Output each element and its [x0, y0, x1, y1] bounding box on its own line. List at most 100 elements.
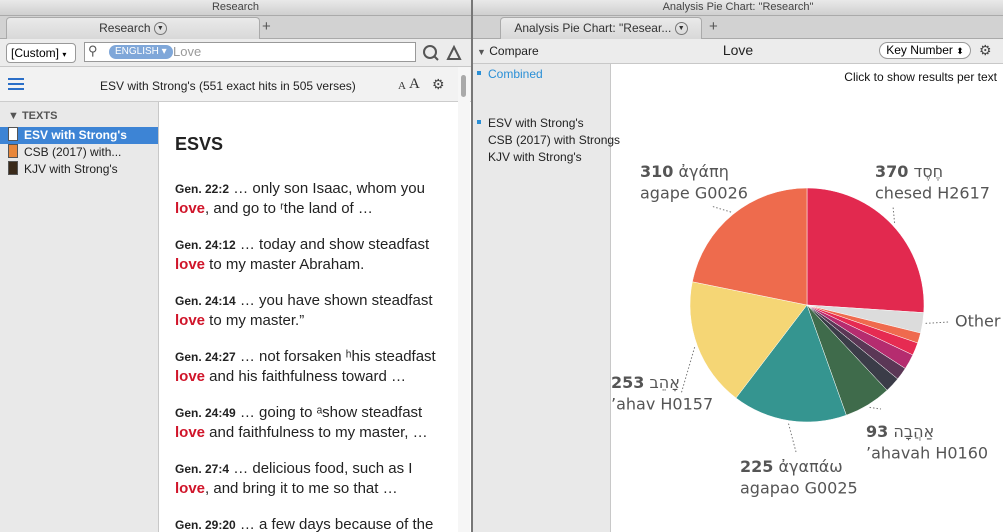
list-icon[interactable] — [8, 78, 24, 90]
verse-line: Gen. 27:4 … delicious food, such as I — [175, 459, 412, 479]
search-mode-label: [Custom] — [11, 46, 60, 60]
slice-count: 225 — [740, 457, 773, 476]
font-larger[interactable]: A — [409, 76, 420, 92]
word: Love — [722, 42, 754, 58]
verse-text: , and bring it to me so that … — [205, 480, 398, 497]
title-bar: Analysis Pie Chart: "Research" — [473, 0, 1003, 16]
text-item[interactable]: ESV with Strong's — [0, 127, 158, 144]
leader-line — [892, 205, 896, 224]
gear[interactable]: ⚙ — [432, 76, 445, 92]
pie-slice[interactable] — [806, 187, 925, 313]
compare-list: Combined ESV with Strong's CSB (2017) with… — [473, 64, 620, 532]
tab[interactable]: Research ▼ — [6, 17, 260, 39]
new-tab[interactable]: + — [262, 18, 271, 35]
pie-slice[interactable] — [689, 281, 808, 399]
pie-chart: Click to show results per text 370 חֶסֶד… — [611, 70, 1001, 498]
hit-word: love — [175, 256, 206, 273]
language-pill[interactable]: ENGLISH ▾ — [109, 45, 173, 59]
verse-text: … today and show steadfast — [239, 236, 430, 253]
text-item[interactable]: KJV with Strong's — [0, 161, 158, 178]
verse: Gen. 24:27 … not forsaken ʰhis steadfast… — [175, 347, 436, 386]
hit-word: love — [175, 480, 206, 497]
title-bar: Research — [0, 0, 471, 16]
texts-sidebar: ▼ TEXTS ESV with Strong's CSB (2017) with… — [0, 102, 159, 532]
compare-item[interactable]: ESV with Strong's — [477, 115, 584, 132]
verse-line: Gen. 24:49 … going to ᵃshow steadfast — [175, 403, 428, 423]
slice-gloss: agape G0026 — [640, 184, 748, 203]
text-name: KJV with Strong's — [24, 162, 118, 176]
slice-word: אָהֵב — [650, 373, 680, 392]
slice-label: 253 אָהֵב — [611, 373, 680, 392]
verse-ref[interactable]: Gen. 29:20 — [175, 518, 236, 532]
verse-ref[interactable]: Gen. 24:49 — [175, 406, 236, 420]
hit-word: love — [175, 368, 206, 385]
sort-select[interactable]: Key Number ⬍ — [879, 42, 971, 59]
bullet — [477, 71, 481, 75]
compare-label: Compare — [489, 44, 539, 58]
search-toolbar: [Custom] ▾ ⚲ ENGLISH ▾ Love — [0, 39, 471, 67]
divider — [471, 0, 473, 532]
verse: Gen. 24:12 … today and show steadfast lov… — [175, 235, 429, 274]
verse-line: Gen. 29:20 … a few days because of the — [175, 515, 433, 532]
hit-word: love — [175, 200, 206, 217]
gear[interactable]: ⚙ — [979, 42, 992, 58]
search-field[interactable]: ⚲ ENGLISH ▾ Love — [84, 42, 416, 62]
verse-ref[interactable]: Gen. 27:4 — [175, 462, 230, 476]
verse-line: love, and bring it to me so that … — [175, 479, 412, 498]
verse-pane: ESVS Gen. 22:2 … only son Isaac, whom yo… — [159, 102, 457, 532]
verse-ref[interactable]: Gen. 24:27 — [175, 350, 236, 364]
compare-name: ESV with Strong's — [488, 116, 584, 130]
pie-slice[interactable] — [735, 304, 847, 423]
verse-line: Gen. 22:2 … only son Isaac, whom you — [175, 179, 425, 199]
window-title: Analysis Pie Chart: "Research" — [662, 1, 814, 13]
verse: Gen. 24:14 … you have shown steadfast lov… — [175, 291, 433, 330]
leader-line — [869, 406, 882, 410]
search-icons — [423, 44, 462, 61]
verse-line: love and his faithfulness toward … — [175, 367, 436, 386]
scrollbar — [458, 67, 470, 532]
scroll-thumb[interactable] — [461, 75, 466, 97]
slice-count: 370 — [875, 162, 908, 181]
tab[interactable]: Analysis Pie Chart: "Resear... ▼ — [500, 17, 702, 39]
slice-word: ἀγαπάω — [779, 457, 843, 476]
text-name: ESV with Strong's — [24, 128, 127, 142]
tab-label: Analysis Pie Chart: "Resear... — [514, 21, 672, 35]
verse-line: love and faithfulness to my master, … — [175, 423, 428, 442]
verse-ref[interactable]: Gen. 24:12 — [175, 238, 236, 252]
slice-word: ἀγάπη — [679, 162, 729, 181]
tab-menu[interactable]: ▼ — [153, 22, 167, 36]
verse-ref[interactable]: Gen. 22:2 — [175, 182, 230, 196]
font-smaller[interactable]: A — [398, 80, 406, 92]
leader-line — [680, 347, 696, 395]
slice-gloss: ’ahav H0157 — [611, 395, 713, 414]
search-mode[interactable]: [Custom] ▾ — [6, 43, 76, 63]
compare-item[interactable]: CSB (2017) with Strongs — [477, 132, 620, 149]
text-icon — [8, 144, 18, 158]
tab-menu[interactable]: ▼ — [674, 22, 688, 36]
hit-word: love — [175, 312, 206, 329]
verse-line: love, and go to ʳthe land of … — [175, 199, 425, 218]
new-tab[interactable]: + — [709, 18, 718, 35]
chart-hint: Click to show results per text — [844, 70, 997, 84]
compare-item[interactable]: KJV with Strong's — [477, 149, 582, 166]
chart-toolbar: ▼ Compare Love Key Number ⬍ ⚙ — [473, 39, 1003, 64]
verse-text: and faithfulness to my master, … — [205, 424, 428, 441]
slice-word: אַהֲבָה — [893, 422, 934, 441]
slice-count: 253 — [611, 373, 644, 392]
texts-heading: ▼ TEXTS — [8, 110, 58, 122]
compare-name: KJV with Strong's — [488, 150, 582, 164]
compare-toggle[interactable]: ▼ Compare — [477, 44, 539, 58]
slice-gloss: agapao G0025 — [740, 479, 858, 498]
verse-text: … not forsaken ʰhis steadfast — [239, 348, 436, 365]
verse-line: Gen. 24:12 … today and show steadfast — [175, 235, 429, 255]
window-title: Research — [211, 1, 260, 13]
compare-name: CSB (2017) with Strongs — [488, 133, 621, 147]
compare-item[interactable]: Combined — [477, 66, 543, 83]
pie-slice[interactable] — [692, 187, 808, 306]
verse-text: … a few days because of the — [239, 516, 434, 532]
verse-ref[interactable]: Gen. 24:14 — [175, 294, 236, 308]
text-item[interactable]: CSB (2017) with... — [0, 144, 158, 161]
tab-label: Research — [99, 21, 151, 35]
